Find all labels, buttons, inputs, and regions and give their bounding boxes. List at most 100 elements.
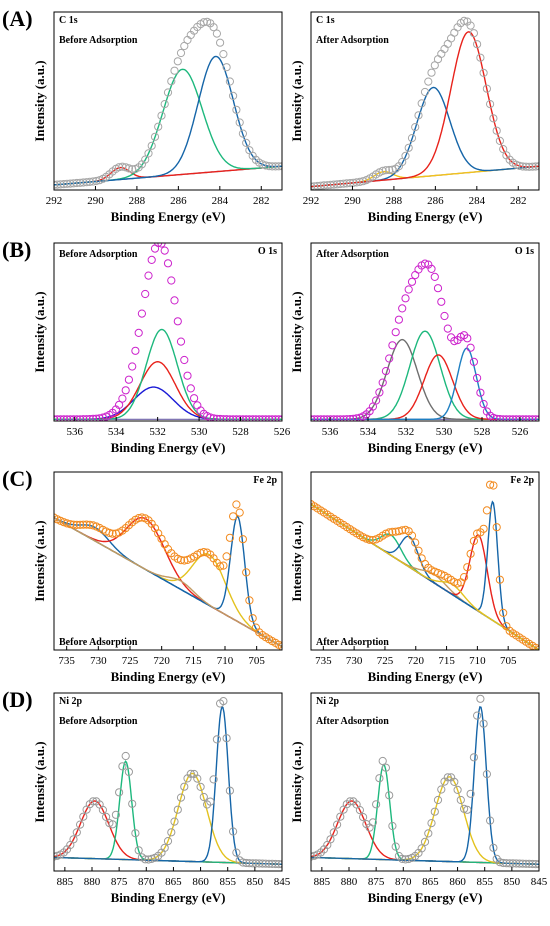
y-axis-title: Intensity (a.u.) <box>32 520 47 601</box>
envelope-point <box>183 371 192 380</box>
x-tick-label: 720 <box>408 655 425 667</box>
envelope-point <box>499 858 508 868</box>
envelope-point <box>72 520 81 530</box>
envelope-point <box>473 373 482 383</box>
envelope-point <box>385 165 394 175</box>
envelope-point <box>141 155 150 164</box>
envelope-point <box>336 179 345 189</box>
x-tick-label: 870 <box>138 876 155 888</box>
envelope-point <box>311 182 316 190</box>
panel-letter: (D) <box>2 687 33 712</box>
envelope-point <box>505 415 514 421</box>
x-tick-label: 710 <box>217 655 234 667</box>
envelope-point <box>450 777 459 787</box>
envelope-point <box>186 769 195 779</box>
x-tick-label: 282 <box>510 195 527 207</box>
envelope-point <box>385 791 394 800</box>
envelope-point <box>476 694 485 703</box>
envelope-point <box>59 415 68 421</box>
x-tick-label: 292 <box>303 195 320 207</box>
envelope-point <box>225 786 234 795</box>
x-tick-label: 290 <box>344 195 361 207</box>
x-tick-label: 292 <box>46 195 63 207</box>
x-tick-label: 875 <box>368 876 385 888</box>
envelope-point <box>115 163 124 172</box>
condition-label: Before Adsorption <box>59 249 138 260</box>
xps-panel: 885 880 875 870 865 860 855 850 845 Binding Energ… <box>289 692 548 905</box>
envelope-point <box>492 414 501 421</box>
x-tick-label: 530 <box>436 426 453 438</box>
x-tick-label: 534 <box>360 426 377 438</box>
envelope-point <box>69 415 78 421</box>
envelope-point <box>232 105 241 114</box>
envelope-point <box>141 289 150 299</box>
envelope-point <box>222 552 231 561</box>
envelope-point <box>89 797 98 806</box>
component-peak <box>54 386 282 420</box>
envelope-point <box>440 311 449 321</box>
y-axis-title: Intensity (a.u.) <box>32 60 47 141</box>
envelope-point <box>469 753 478 762</box>
envelope-point <box>515 859 524 868</box>
xps-panel: 885 880 875 870 865 860 855 850 845 Binding Energ… <box>32 692 291 905</box>
envelope-point <box>108 529 117 538</box>
envelope-point <box>225 77 234 86</box>
envelope-point <box>219 415 228 421</box>
envelope-point <box>76 820 85 829</box>
element-label: Fe 2p <box>510 475 534 486</box>
envelope-point <box>124 164 133 173</box>
x-tick-label: 870 <box>395 876 412 888</box>
envelope-point <box>76 520 85 529</box>
x-tick-label: 845 <box>274 876 291 888</box>
x-tick-label: 860 <box>192 876 209 888</box>
component-peak <box>54 328 282 420</box>
envelope-point <box>394 315 403 324</box>
envelope-point <box>499 415 508 421</box>
x-tick-label: 715 <box>438 655 455 667</box>
envelope-point <box>476 53 485 62</box>
x-tick-label: 715 <box>185 655 202 667</box>
envelope-point <box>79 812 88 821</box>
envelope-point <box>407 134 417 143</box>
envelope-point <box>56 180 65 189</box>
envelope-point <box>346 797 355 806</box>
envelope-point <box>414 111 423 120</box>
envelope-point <box>209 23 218 32</box>
x-tick-label: 530 <box>191 426 208 438</box>
envelope-point <box>495 575 504 584</box>
envelope-point <box>160 246 169 255</box>
envelope-point <box>102 812 111 822</box>
envelope-point <box>521 859 531 868</box>
envelope-point <box>66 415 75 421</box>
envelope-point <box>105 528 114 538</box>
envelope-point <box>381 367 390 376</box>
x-tick-label: 875 <box>111 876 128 888</box>
xps-panel: 735 730 725 720 715 710 705 Binding Energy (eV)… <box>289 471 540 684</box>
envelope-point <box>450 337 459 346</box>
envelope-point <box>531 860 539 869</box>
envelope-point <box>167 77 176 86</box>
x-tick-label: 284 <box>469 195 486 207</box>
envelope-point <box>401 294 410 303</box>
envelope-point <box>225 415 234 421</box>
envelope-point <box>154 243 163 247</box>
plot-frame <box>53 242 283 422</box>
envelope-point <box>508 415 517 421</box>
x-tick-label: 735 <box>315 655 332 667</box>
y-axis-title: Intensity (a.u.) <box>289 60 304 141</box>
envelope-point <box>401 151 410 160</box>
envelope-point <box>216 562 225 571</box>
envelope-point <box>424 77 433 86</box>
envelope-point <box>333 820 342 829</box>
envelope-point <box>534 860 539 869</box>
envelope-point <box>85 177 94 186</box>
envelope-point <box>433 55 443 64</box>
x-tick-label: 730 <box>90 655 107 667</box>
envelope-point <box>167 276 176 285</box>
plot-frame <box>310 471 540 651</box>
envelope-point <box>326 415 335 421</box>
envelope-point <box>311 415 316 421</box>
envelope-point <box>407 277 417 286</box>
envelope-point <box>242 138 251 147</box>
